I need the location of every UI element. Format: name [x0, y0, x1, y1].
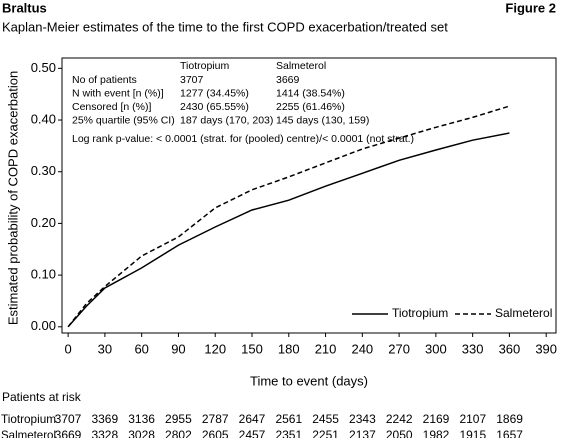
stats-cell: 2255 (61.46%)	[276, 101, 345, 113]
km-curve	[67, 105, 510, 328]
stats-row-label: No of patients	[72, 74, 137, 86]
risk-count: 1657	[496, 428, 523, 438]
risk-count: 2561	[275, 412, 302, 426]
risk-count: 2647	[239, 412, 266, 426]
header-right: Figure 2	[505, 0, 556, 15]
risk-count: 2605	[202, 428, 229, 438]
x-tick-label: 360	[499, 341, 521, 356]
x-tick-label: 300	[425, 341, 447, 356]
risk-row-label: Salmeterol	[1, 428, 56, 438]
x-tick-label: 390	[535, 341, 557, 356]
risk-count: 2343	[349, 412, 376, 426]
risk-count: 1869	[496, 412, 523, 426]
x-tick-label: 60	[134, 341, 148, 356]
risk-count: 2137	[349, 428, 376, 438]
x-tick-label: 30	[98, 341, 112, 356]
y-tick-label: 0.20	[31, 215, 56, 230]
x-tick-label: 120	[204, 341, 226, 356]
stats-cell: 1414 (38.54%)	[276, 87, 345, 99]
stats-column-header: Salmeterol	[276, 60, 326, 72]
stats-row-label: N with event [n (%)]	[72, 87, 164, 99]
x-tick-label: 330	[462, 341, 484, 356]
risk-count: 3328	[91, 428, 118, 438]
y-tick-label: 0.10	[31, 267, 56, 282]
stats-cell: 3669	[276, 74, 300, 86]
stats-column-header: Tiotropium	[180, 60, 229, 72]
risk-count: 2457	[239, 428, 266, 438]
risk-count: 3669	[55, 428, 82, 438]
risk-count: 2955	[165, 412, 192, 426]
risk-count: 3707	[55, 412, 82, 426]
x-tick-label: 240	[351, 341, 373, 356]
legend-label: Salmeterol	[495, 306, 552, 320]
risk-count: 2351	[275, 428, 302, 438]
risk-count: 2455	[312, 412, 339, 426]
risk-count: 1982	[423, 428, 450, 438]
stats-cell: 3707	[180, 74, 204, 86]
header-left: Braltus	[2, 0, 47, 15]
risk-count: 3369	[91, 412, 118, 426]
x-axis-label: Time to event (days)	[250, 373, 368, 388]
stats-row-label: Censored [n (%)]	[72, 101, 151, 113]
legend-label: Tiotropium	[392, 306, 448, 320]
stats-cell: 1277 (34.45%)	[180, 87, 249, 99]
x-tick-label: 90	[171, 341, 185, 356]
plot-frame	[61, 57, 557, 334]
risk-count: 2242	[386, 412, 413, 426]
risk-title: Patients at risk	[2, 390, 82, 404]
x-tick-label: 180	[278, 341, 300, 356]
stats-cell: 2430 (65.55%)	[180, 101, 249, 113]
stats-cell: 187 days (170, 203)	[180, 115, 273, 127]
km-curve	[67, 132, 510, 328]
x-tick-label: 270	[388, 341, 410, 356]
risk-count: 2802	[165, 428, 192, 438]
x-tick-label: 0	[65, 341, 72, 356]
risk-count: 3028	[128, 428, 155, 438]
x-tick-label: 150	[241, 341, 263, 356]
y-axis-label: Estimated probability of COPD exacerbati…	[5, 71, 20, 325]
y-tick-label: 0.50	[31, 60, 56, 75]
risk-count: 1915	[459, 428, 486, 438]
y-tick-label: 0.00	[31, 318, 56, 333]
chart-title: Kaplan-Meier estimates of the time to th…	[2, 19, 448, 34]
stats-row-label: 25% quartile (95% CI)	[72, 115, 175, 127]
risk-count: 3136	[128, 412, 155, 426]
risk-count: 2169	[423, 412, 450, 426]
stats-cell: 145 days (130, 159)	[276, 115, 369, 127]
x-tick-label: 210	[315, 341, 337, 356]
risk-count: 2251	[312, 428, 339, 438]
y-tick-label: 0.30	[31, 163, 56, 178]
y-tick-label: 0.40	[31, 111, 56, 126]
risk-row-label: Tiotropium	[1, 412, 56, 426]
risk-count: 2787	[202, 412, 229, 426]
risk-count: 2050	[386, 428, 413, 438]
annotation: Log rank p-value: < 0.0001 (strat. for (…	[72, 133, 414, 145]
risk-count: 2107	[459, 412, 486, 426]
